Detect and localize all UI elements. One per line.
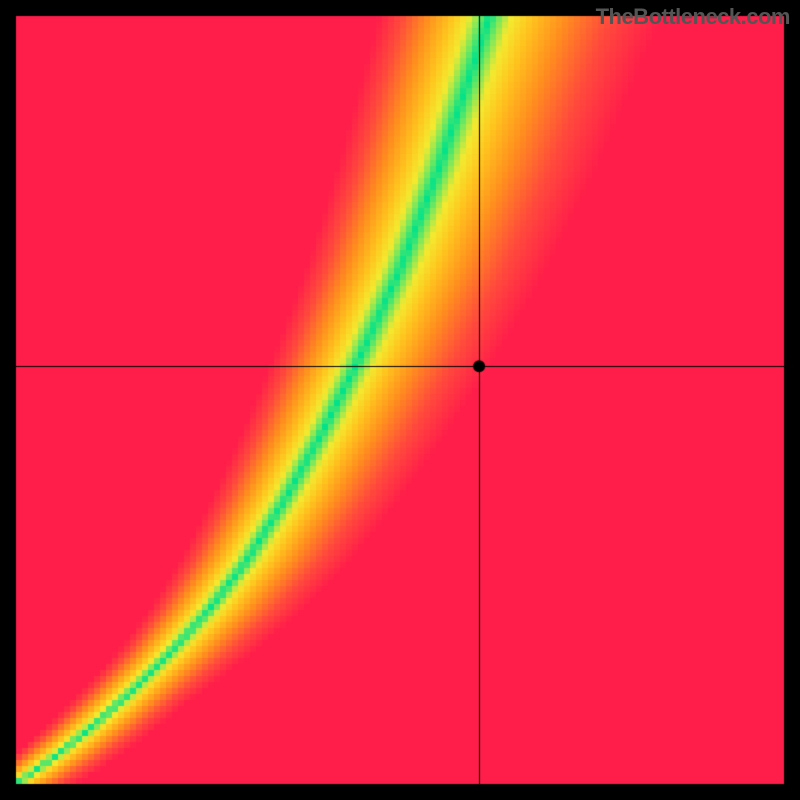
chart-container: TheBottleneck.com — [0, 0, 800, 800]
bottleneck-heatmap — [0, 0, 800, 800]
watermark-text: TheBottleneck.com — [596, 4, 790, 30]
